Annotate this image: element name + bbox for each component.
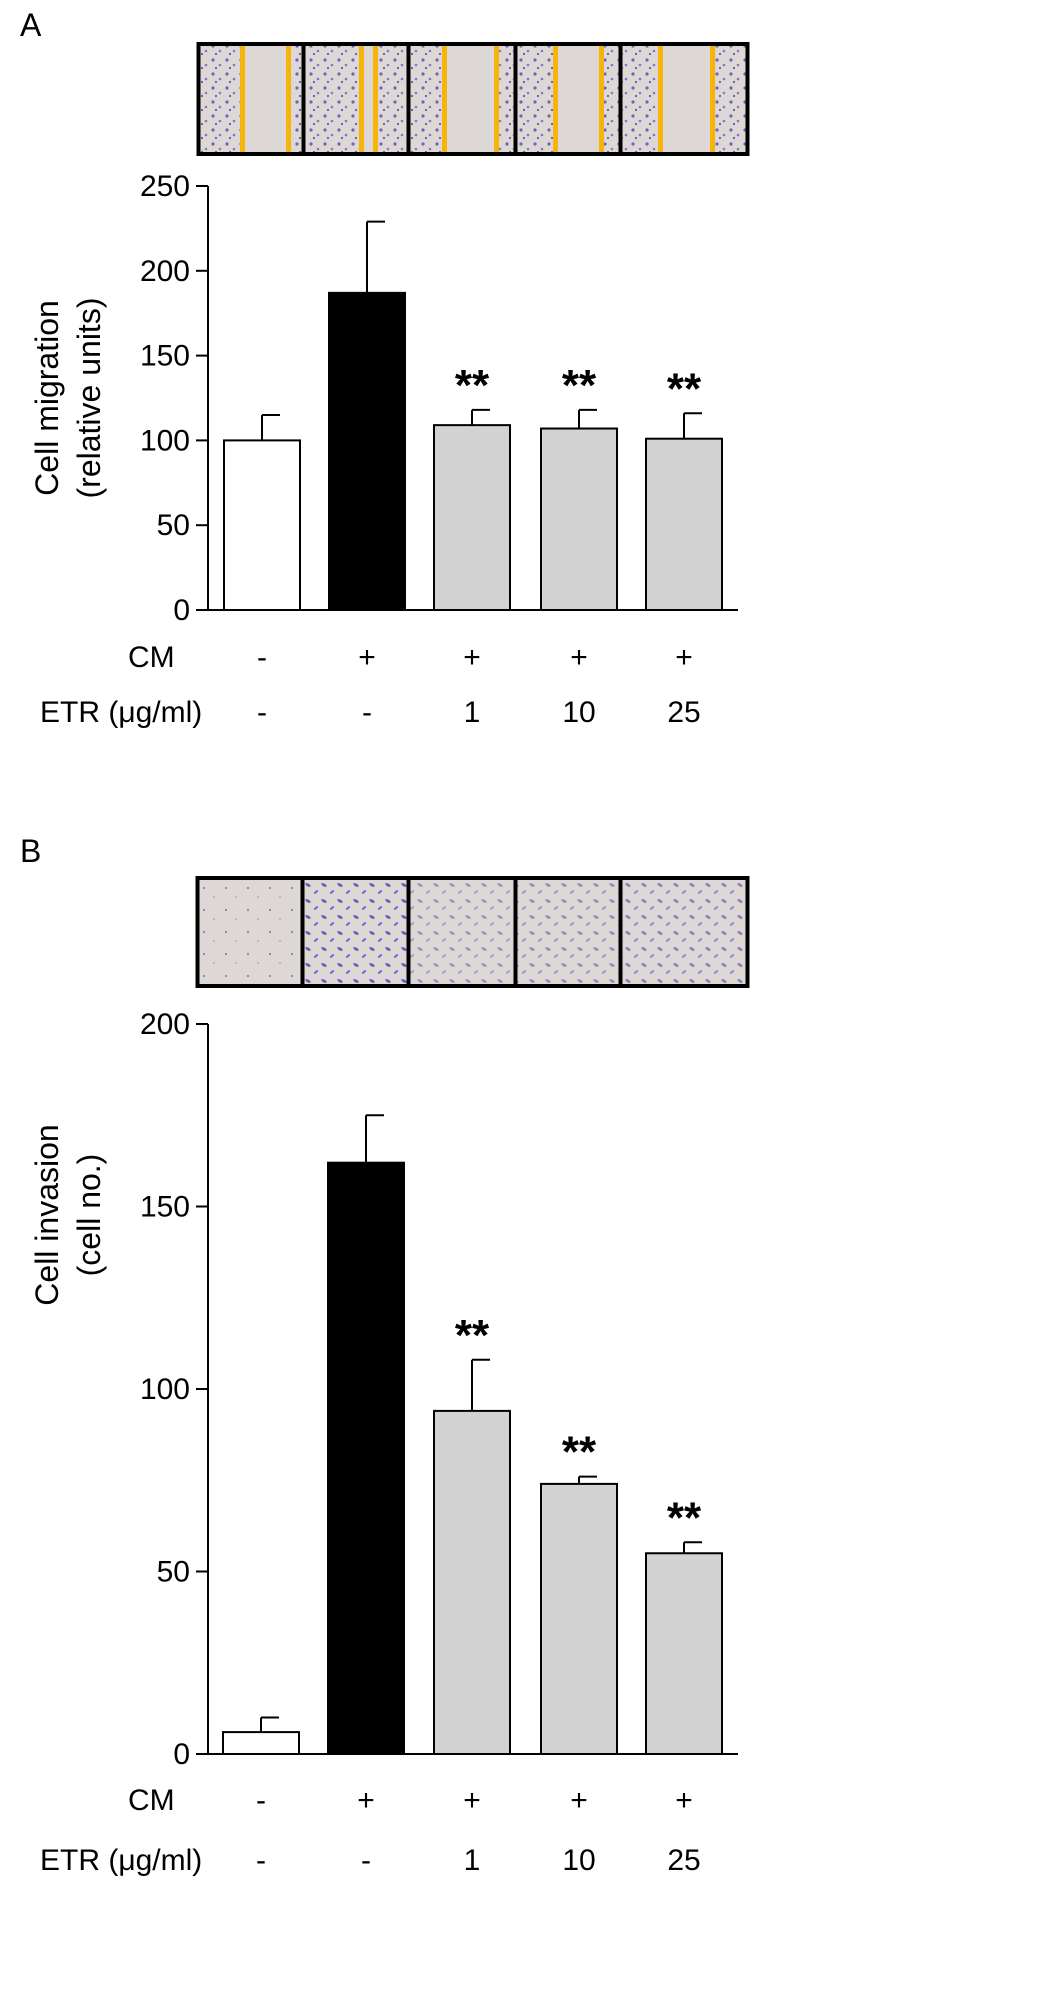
panel-a-conditions: CM - + + + + ETR (μg/ml) - - 1 10 25: [40, 641, 701, 729]
y-axis-title-line-2: (cell no.): [71, 1154, 107, 1277]
condition-value: -: [256, 1844, 266, 1877]
wound-gap: [361, 44, 376, 154]
condition-value: +: [463, 641, 481, 674]
panel-a-y-axis-title: Cell migration (relative units): [29, 298, 107, 499]
y-tick-label: 50: [157, 509, 190, 542]
condition-row-label-1: CM: [128, 1784, 175, 1817]
panel-a: A 0 50 100 150 200 250 ** ** ** Cell migration(…: [20, 7, 750, 729]
panel-b-bars: ** ** **: [222, 1114, 723, 1756]
condition-value: +: [675, 1784, 693, 1817]
bar-2: [327, 1161, 405, 1755]
y-axis-title-line-2: (relative units): [71, 298, 107, 499]
condition-value: 10: [562, 1844, 595, 1877]
wound-gap: [660, 44, 713, 154]
condition-value: -: [257, 641, 267, 674]
bar-4: [540, 427, 618, 612]
y-tick-label: 50: [157, 1556, 190, 1589]
panel-b-y-axis-title: Cell invasion (cell no.): [29, 1124, 107, 1305]
condition-value: 1: [464, 696, 481, 729]
micrograph-5: [618, 876, 750, 988]
panel-b-micrographs: [195, 876, 750, 988]
y-tick-label: 150: [140, 1191, 190, 1224]
panel-b-label: B: [20, 833, 41, 869]
significance-marker-3: **: [455, 361, 490, 410]
condition-value: -: [257, 696, 267, 729]
y-tick-label: 0: [173, 1738, 190, 1771]
condition-row-label-2: ETR (μg/ml): [40, 696, 202, 729]
bar-3: [433, 1409, 511, 1756]
condition-value: -: [362, 696, 372, 729]
significance-marker-3: **: [455, 1311, 490, 1360]
y-axis-title-line-1: Cell invasion: [29, 1124, 65, 1305]
bar-1: [222, 1731, 300, 1755]
micrograph-frame: [618, 876, 750, 988]
y-tick-label: 100: [140, 424, 190, 457]
significance-marker-5: **: [667, 1493, 702, 1542]
panel-a-label: A: [20, 7, 42, 43]
significance-marker-4: **: [562, 1428, 597, 1477]
bar-5: [645, 437, 723, 612]
y-tick-label: 100: [140, 1373, 190, 1406]
wound-gap: [444, 44, 497, 154]
y-tick-label: 0: [173, 594, 190, 627]
y-tick-label: 200: [140, 255, 190, 288]
condition-value: -: [256, 1784, 266, 1817]
bar-5: [645, 1552, 723, 1755]
wound-gap: [555, 44, 602, 154]
condition-value: +: [357, 1784, 375, 1817]
condition-row-label-1: CM: [128, 641, 175, 674]
condition-value: +: [570, 1784, 588, 1817]
condition-value: 25: [667, 1844, 700, 1877]
y-tick-label: 250: [140, 170, 190, 203]
condition-value: +: [675, 641, 693, 674]
y-tick-label: 150: [140, 340, 190, 373]
condition-value: 10: [562, 696, 595, 729]
panel-a-micrographs: [196, 42, 750, 156]
wound-gap: [242, 44, 289, 154]
condition-value: +: [570, 641, 588, 674]
micrograph-5: [618, 42, 750, 156]
significance-marker-4: **: [562, 361, 597, 410]
y-axis-title-line-1: Cell migration: [29, 300, 65, 496]
bar-4: [540, 1482, 618, 1756]
condition-value: -: [361, 1844, 371, 1877]
condition-row-label-2: ETR (μg/ml): [40, 1844, 202, 1877]
condition-value: 25: [667, 696, 700, 729]
micrograph-cells: [620, 878, 748, 986]
condition-value: +: [358, 641, 376, 674]
bar-2: [328, 291, 406, 611]
panel-b: B 0 50 100 150 200 ** ** ** Cell invasion (cell…: [20, 833, 750, 1877]
condition-value: +: [463, 1784, 481, 1817]
significance-marker-5: **: [667, 364, 702, 413]
panel-a-bars: ** ** **: [223, 220, 723, 612]
panel-b-conditions: CM - + + + + ETR (μg/ml) - - 1 10 25: [40, 1784, 701, 1877]
bar-1: [223, 439, 301, 611]
y-tick-label: 200: [140, 1008, 190, 1041]
micrograph-frame: [618, 42, 750, 156]
bar-3: [433, 424, 511, 611]
condition-value: 1: [464, 1844, 481, 1877]
